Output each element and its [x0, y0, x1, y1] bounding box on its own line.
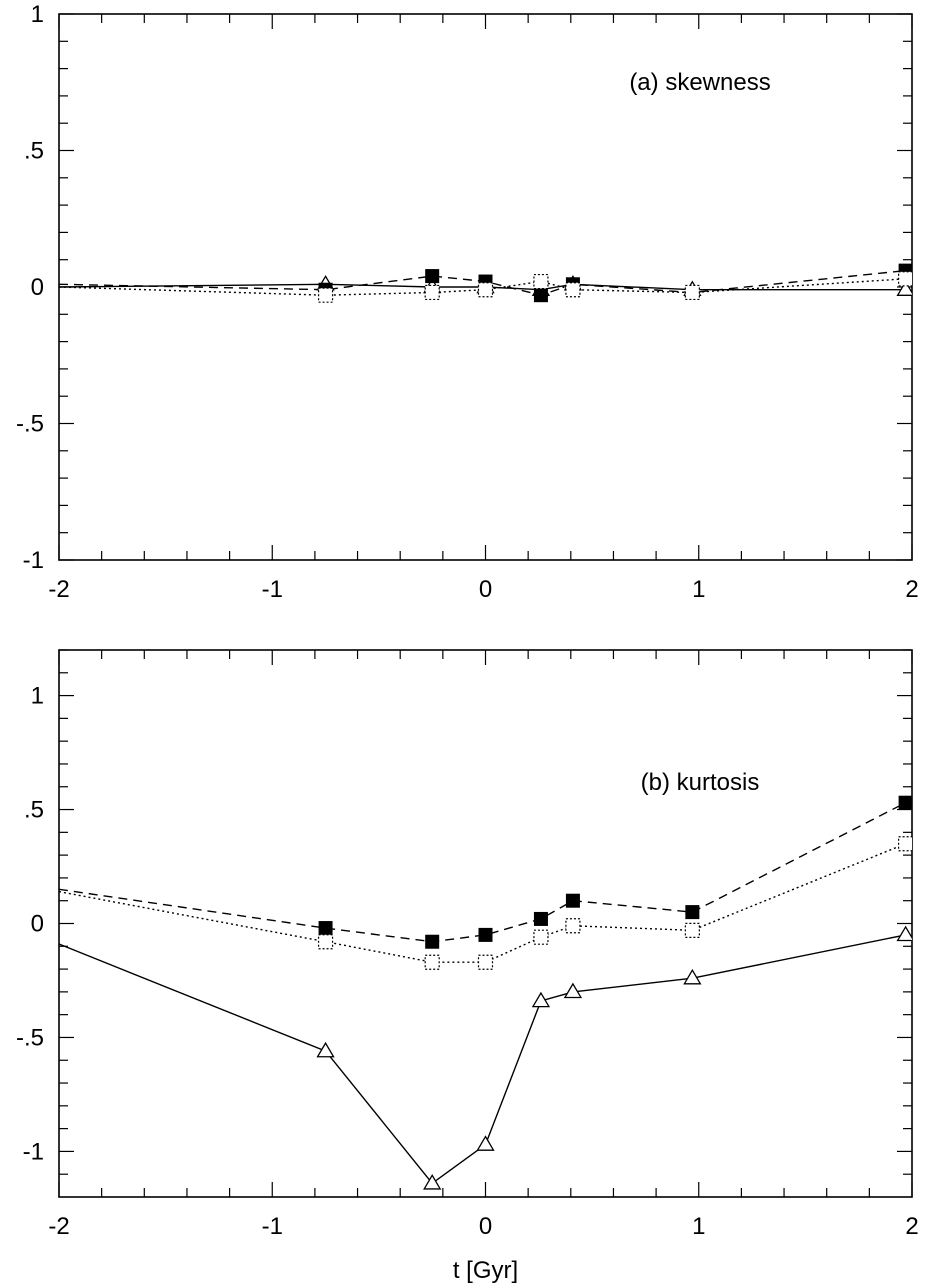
chart-2-dashed-line — [59, 802, 906, 943]
chart-1-x-tick-label: -1 — [262, 576, 283, 603]
chart-1-triangle-marker — [896, 280, 912, 296]
chart-2-x-tick-label: 1 — [692, 1213, 705, 1240]
chart-1-filled-square-marker — [425, 269, 440, 284]
chart-1-open-square-marker — [684, 284, 700, 301]
chart-2-title: (b) kurtosis — [641, 769, 760, 796]
chart-2-filled-square-marker — [425, 934, 440, 949]
chart-2-series-solid — [59, 925, 912, 1190]
chart-1-y-tick-label: .5 — [24, 138, 44, 165]
chart-2-x-tick-label: 0 — [479, 1213, 492, 1240]
chart-2-filled-square-marker — [898, 795, 912, 810]
chart-2-open-square-marker — [477, 954, 494, 970]
chart-1-x-tick-label: 2 — [905, 576, 918, 603]
chart-1-open-square-marker — [565, 282, 581, 298]
chart-2-x-tick-label: 2 — [905, 1213, 918, 1240]
chart-1-y-tick-label: 0 — [31, 274, 44, 301]
chart-2-filled-square-marker — [533, 911, 548, 926]
chart-1: -2 -1 0 1 2-1-.50.51(a) skewness — [16, 1, 919, 603]
chart-1-y-tick-label: 1 — [31, 1, 44, 28]
chart-1-open-square-marker — [533, 273, 549, 290]
chart-2-filled-square-marker — [685, 905, 700, 920]
chart-2-triangle-marker — [896, 925, 912, 942]
chart-2-y-tick-label: 1 — [31, 683, 44, 710]
chart-2: -2 -1 0 1 2 -1 -.5 0 .5 1 (b) kurtosis t [Gyr] — [16, 649, 919, 1284]
chart-1-open-square-marker — [477, 282, 494, 298]
chart-2-open-square-marker — [424, 954, 440, 970]
chart-1-open-square-marker — [317, 287, 334, 303]
chart-1-open-square-marker — [424, 284, 440, 301]
chart-2-triangle-marker — [423, 1174, 442, 1190]
chart-2-y-tick-label: -1 — [23, 1138, 44, 1165]
chart-2-solid-line — [59, 934, 906, 1185]
chart-2-y-tick-label: -.5 — [16, 1024, 44, 1051]
chart-1-x-tick-label: -2 — [48, 576, 69, 603]
chart-2-filled-square-marker — [565, 893, 580, 908]
chart-2-triangle-marker — [563, 982, 583, 999]
chart-2-open-square-marker — [317, 934, 334, 950]
chart-2-open-square-marker — [684, 922, 700, 938]
chart-2-series-dotted — [59, 836, 912, 970]
chart-2-series-dashed — [59, 795, 912, 949]
chart-2-x-axis-label: t [Gyr] — [453, 1257, 518, 1284]
chart-1-dashed-line — [59, 269, 906, 296]
chart-2-triangle-marker — [316, 1041, 335, 1058]
chart-2-dotted-line — [59, 843, 906, 963]
chart-1-series-dotted — [59, 271, 912, 303]
chart-1-title: (a) skewness — [629, 69, 770, 96]
chart-1-y-tick-label: -.5 — [16, 411, 44, 438]
chart-1-open-square-marker — [898, 271, 912, 287]
chart-2-y-tick-label: .5 — [24, 797, 44, 824]
chart-2-triangle-marker — [531, 991, 551, 1008]
chart-1-filled-square-marker — [533, 288, 548, 303]
chart-2-y-tick-label: 0 — [31, 911, 44, 938]
chart-1-x-tick-label: 1 — [692, 576, 705, 603]
chart-2-x-tick-label: -2 — [48, 1213, 69, 1240]
chart-2-triangle-marker — [683, 968, 702, 985]
chart-2-x-tick-label: -1 — [262, 1213, 283, 1240]
chart-2-plot-frame — [58, 649, 913, 1198]
chart-1-x-tick-label: 0 — [479, 576, 492, 603]
chart-1-y-tick-label: -1 — [23, 547, 44, 574]
chart-2-open-square-marker — [533, 929, 549, 945]
chart-2-open-square-marker — [898, 836, 912, 852]
chart-2-open-square-marker — [565, 918, 581, 934]
chart-2-filled-square-marker — [318, 921, 333, 936]
chart-1-dotted-line — [59, 278, 906, 296]
chart-2-filled-square-marker — [478, 927, 493, 942]
chart-2-triangle-marker — [476, 1135, 495, 1151]
